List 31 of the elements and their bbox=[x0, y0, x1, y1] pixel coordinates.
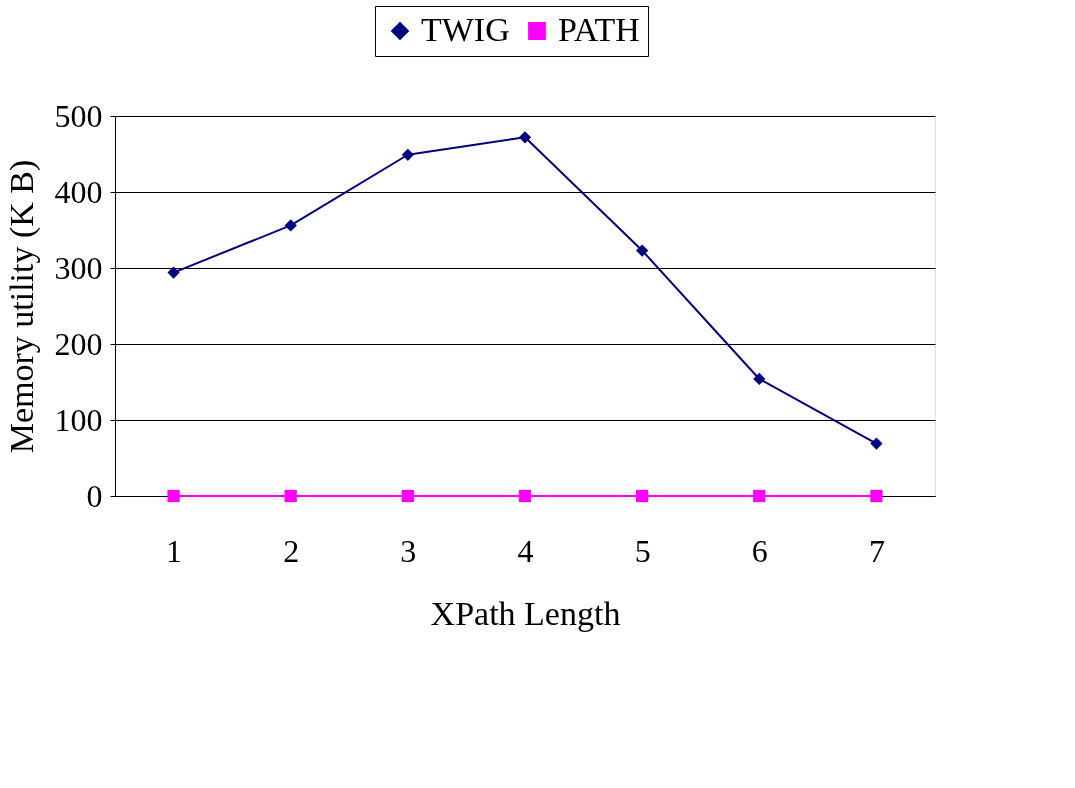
point bbox=[753, 372, 766, 386]
point bbox=[401, 489, 414, 503]
x-tick-label: 3 bbox=[400, 532, 417, 569]
point bbox=[167, 489, 180, 503]
legend-label: TWIG bbox=[421, 11, 510, 48]
x-tick-label: 1 bbox=[166, 532, 183, 569]
point bbox=[636, 244, 649, 257]
x-tick-label: 4 bbox=[517, 532, 534, 569]
point bbox=[753, 489, 766, 503]
point bbox=[518, 489, 532, 503]
point bbox=[870, 489, 883, 503]
point bbox=[636, 489, 649, 503]
point bbox=[284, 219, 297, 232]
y-tick-label: 300 bbox=[54, 249, 103, 286]
x-tick-label: 7 bbox=[868, 532, 885, 569]
point bbox=[870, 437, 883, 450]
x-tick-label: 5 bbox=[634, 532, 651, 569]
y-tick-label: 0 bbox=[86, 477, 103, 514]
x-tick-label: 2 bbox=[283, 532, 300, 569]
y-tick-label: 200 bbox=[54, 325, 103, 362]
y-tick-label: 500 bbox=[54, 97, 103, 134]
point bbox=[401, 148, 414, 161]
y-axis-title: Memory utility (K B) bbox=[2, 159, 41, 454]
point bbox=[167, 266, 180, 279]
y-tick-label: 100 bbox=[54, 401, 103, 438]
x-axis-title: XPath Length bbox=[430, 594, 621, 632]
point bbox=[284, 489, 297, 503]
legend-label: PATH bbox=[558, 11, 640, 48]
y-tick-label: 400 bbox=[54, 173, 103, 210]
point bbox=[518, 131, 532, 144]
x-tick-label: 6 bbox=[751, 532, 768, 569]
